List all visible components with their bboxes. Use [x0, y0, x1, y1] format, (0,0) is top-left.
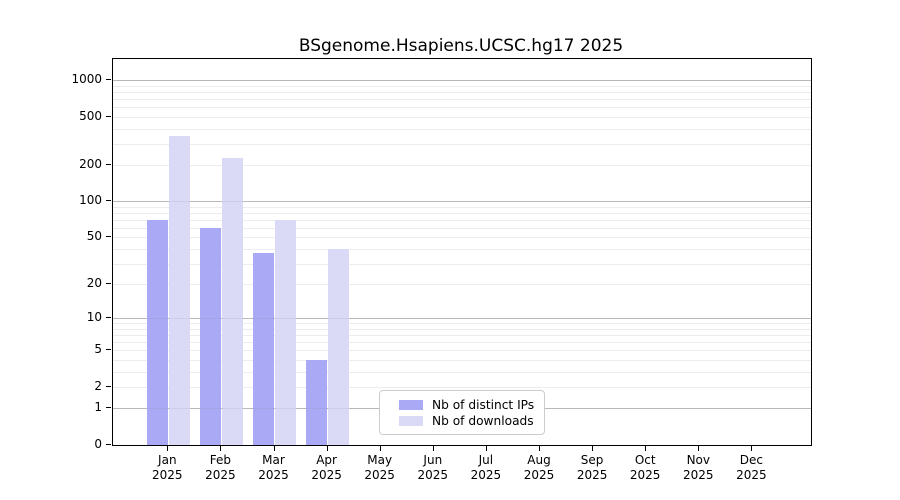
gridline-minor	[113, 219, 811, 221]
gridline-minor	[113, 212, 811, 214]
gridline-major	[113, 201, 811, 203]
gridline-minor	[113, 263, 811, 265]
x-tick	[698, 446, 700, 451]
y-tick-label: 1000	[71, 72, 102, 87]
x-tick	[432, 446, 434, 451]
gridline-major	[113, 318, 811, 320]
gridline-minor	[113, 342, 811, 344]
x-tick	[485, 446, 487, 451]
gridline-minor	[113, 350, 811, 352]
legend-item-downloads: Nb of downloads	[399, 414, 538, 428]
x-tick-label: Dec 2025	[736, 453, 767, 482]
x-tick	[751, 446, 753, 451]
gridline-minor	[113, 91, 811, 93]
y-tick-label: 50	[86, 229, 102, 244]
x-tick-label: May 2025	[364, 453, 395, 482]
chart-title: BSgenome.Hsapiens.UCSC.hg17 2025	[298, 36, 624, 56]
x-tick-label: Feb 2025	[205, 453, 236, 482]
gridline-minor	[113, 328, 811, 330]
y-tick	[106, 283, 111, 285]
x-tick	[592, 446, 594, 451]
gridline-minor	[113, 284, 811, 286]
y-tick	[106, 317, 111, 319]
y-tick-label: 200	[79, 156, 102, 171]
y-tick-label: 100	[79, 193, 102, 208]
gridline-minor	[113, 107, 811, 109]
x-tick	[326, 446, 328, 451]
y-tick-label: 20	[86, 276, 102, 291]
gridline-minor	[113, 99, 811, 101]
x-tick-label: Oct 2025	[629, 453, 661, 482]
y-tick	[106, 79, 111, 81]
legend-item-distinct-ips: Nb of distinct IPs	[399, 398, 538, 412]
y-tick	[106, 200, 111, 202]
y-tick-label: 1	[94, 400, 102, 415]
x-tick-label: Jan 2025	[152, 453, 183, 482]
y-tick	[106, 236, 111, 238]
y-tick	[106, 444, 111, 445]
x-tick-label: Jul 2025	[470, 453, 502, 482]
x-tick	[539, 446, 540, 451]
bar-distinct-ips	[305, 360, 328, 445]
legend-swatch-distinct-ips	[399, 400, 423, 410]
gridline-minor	[113, 335, 811, 337]
gridline-minor	[113, 237, 811, 239]
y-tick	[106, 115, 111, 117]
gridline-major-overlay	[113, 318, 811, 320]
legend-label-distinct-ips: Nb of distinct IPs	[432, 398, 535, 412]
gridline-minor	[113, 164, 811, 166]
legend-label-downloads: Nb of downloads	[432, 414, 534, 428]
gridline-minor	[113, 206, 811, 208]
y-tick	[106, 163, 111, 165]
y-tick-label: 2	[94, 378, 102, 393]
x-tick-label: Nov 2025	[683, 453, 714, 482]
gridline-minor	[113, 371, 811, 373]
gridline-minor	[113, 116, 811, 118]
x-tick	[220, 446, 222, 451]
x-tick-label: Sep 2025	[576, 453, 608, 482]
gridline-major	[113, 80, 811, 82]
gridline-minor	[113, 248, 811, 250]
bar-distinct-ips	[252, 252, 275, 445]
x-tick	[645, 446, 647, 451]
gridline-minor	[113, 143, 811, 145]
bar-downloads	[274, 219, 297, 445]
bar-distinct-ips	[199, 227, 222, 445]
y-tick-label: 5	[94, 342, 102, 357]
y-tick-label: 10	[86, 310, 102, 325]
gridline-major-overlay	[113, 201, 811, 203]
gridline-minor	[113, 386, 811, 388]
x-tick	[167, 446, 169, 451]
y-tick	[106, 407, 111, 409]
legend-swatch-downloads	[399, 416, 423, 426]
y-tick-label: 500	[79, 108, 102, 123]
bar-distinct-ips	[146, 219, 168, 445]
gridline-minor	[113, 227, 811, 229]
bar-downloads	[168, 135, 191, 445]
x-tick	[379, 446, 381, 451]
y-tick	[106, 385, 111, 387]
gridline-major-overlay	[113, 80, 811, 82]
legend: Nb of distinct IPs Nb of downloads	[379, 390, 545, 435]
x-tick-label: Aug 2025	[523, 453, 555, 482]
x-tick-label: Mar 2025	[258, 453, 289, 482]
gridline-minor	[113, 128, 811, 130]
bar-downloads	[327, 248, 350, 445]
x-tick-label: Apr 2025	[311, 453, 342, 482]
x-tick	[273, 446, 275, 451]
x-tick-label: Jun 2025	[417, 453, 449, 482]
bar-downloads	[221, 157, 244, 445]
y-tick	[106, 349, 111, 351]
gridline-minor	[113, 323, 811, 325]
gridline-minor	[113, 85, 811, 87]
plot-area: Nb of distinct IPs Nb of downloads	[112, 58, 812, 446]
gridline-minor	[113, 360, 811, 362]
y-tick-label: 0	[94, 437, 102, 451]
